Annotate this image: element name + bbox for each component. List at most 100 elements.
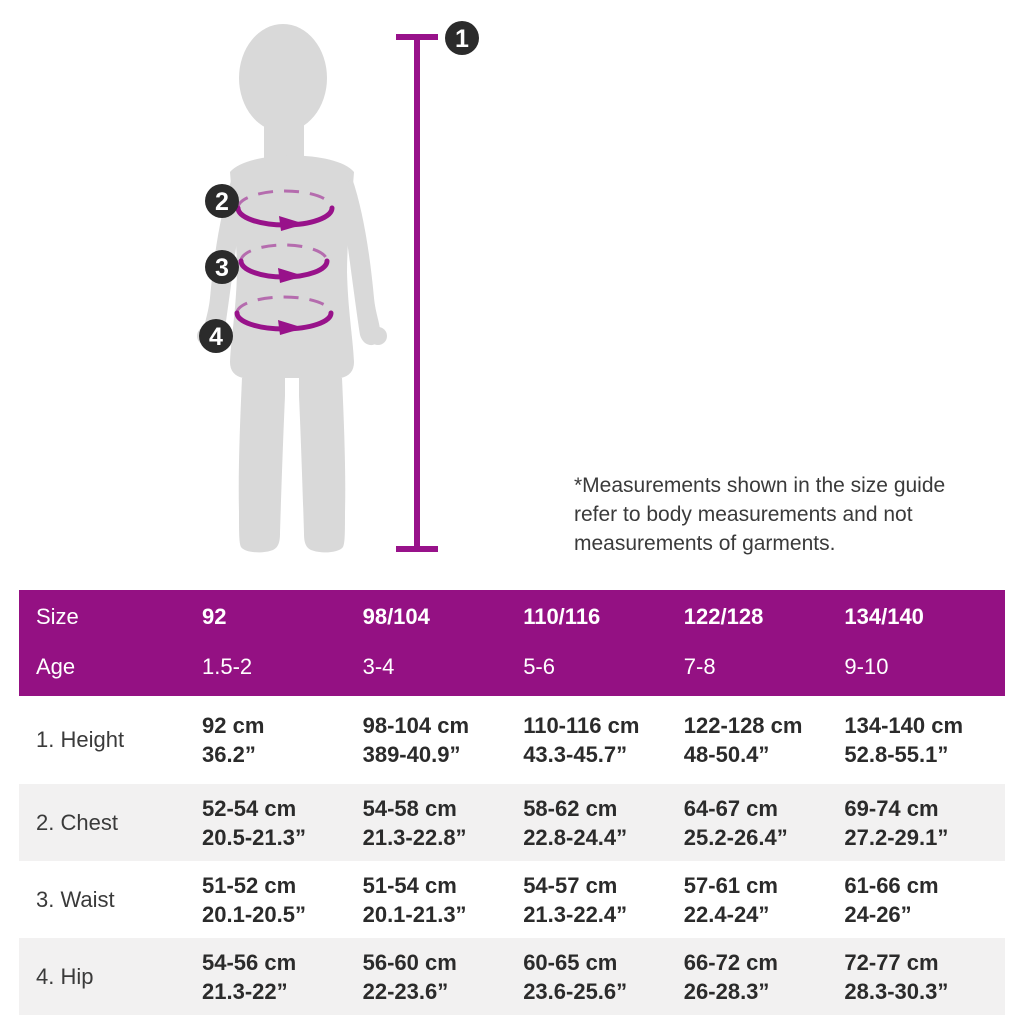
cell-inches: 20.1-21.3”: [362, 901, 467, 927]
header-size-value: 92: [202, 604, 227, 629]
header-age-value: 5-6: [523, 654, 555, 679]
header-size-row: Size 92 98/104 110/116 122/128 134/140: [19, 592, 1005, 642]
cell-inches: 22-23.6”: [362, 978, 449, 1004]
cell-cm: 57-61 cm: [683, 872, 778, 898]
row-label: 2. Chest: [36, 809, 118, 835]
row-label: 3. Waist: [36, 886, 115, 912]
cell-cm: 134-140 cm: [844, 713, 964, 738]
cell-inches: 36.2”: [202, 742, 256, 767]
header-age-value: 9-10: [844, 654, 889, 679]
cell-inches: 20.5-21.3”: [202, 824, 306, 850]
cell-cm: 51-52 cm: [202, 872, 297, 898]
header-size-value: 122/128: [683, 604, 764, 629]
cell-inches: 28.3-30.3”: [844, 978, 949, 1004]
table-row-chest: 2. Chest 52-54 cm 20.5-21.3” 54-58 cm 21…: [19, 784, 1005, 861]
cell-cm: 56-60 cm: [362, 949, 457, 975]
svg-text:1: 1: [455, 25, 469, 53]
measurement-cell: 69-74 cm 27.2-29.1”: [844, 794, 1005, 852]
table-row-hip: 4. Hip 54-56 cm 21.3-22” 56-60 cm 22-23.…: [19, 938, 1005, 1015]
hip-girth-ellipse: [234, 295, 334, 335]
row-label: 4. Hip: [36, 963, 94, 989]
cell-cm: 51-54 cm: [362, 872, 457, 898]
header-age-value: 3-4: [362, 654, 395, 679]
svg-text:3: 3: [215, 254, 229, 282]
header-size-label: Size: [36, 604, 79, 629]
cell-cm: 66-72 cm: [683, 949, 778, 975]
table-row-height: 1. Height 92 cm 36.2” 98-104 cm 389-40.9…: [19, 696, 1005, 784]
svg-text:4: 4: [209, 323, 223, 351]
cell-cm: 52-54 cm: [202, 795, 297, 821]
cell-inches: 20.1-20.5”: [202, 901, 306, 927]
marker-badge-hip: 4: [199, 319, 233, 353]
row-label: 1. Height: [36, 727, 125, 752]
cell-cm: 72-77 cm: [844, 949, 939, 975]
cell-inches: 21.3-22.4”: [523, 901, 628, 927]
table-header: Size 92 98/104 110/116 122/128 134/140 A…: [19, 590, 1005, 696]
measurement-cell: 60-65 cm 23.6-25.6”: [523, 948, 684, 1006]
cell-inches: 23.6-25.6”: [523, 978, 628, 1004]
svg-text:2: 2: [215, 188, 229, 216]
cell-inches: 21.3-22.8”: [362, 824, 467, 850]
cell-cm: 110-116 cm: [523, 713, 640, 738]
measurement-cell: 61-66 cm 24-26”: [844, 871, 1005, 929]
cell-cm: 60-65 cm: [523, 949, 618, 975]
cell-cm: 54-58 cm: [362, 795, 457, 821]
marker-badge-waist: 3: [205, 250, 239, 284]
measurement-cell: 56-60 cm 22-23.6”: [363, 948, 524, 1006]
measurement-cell: 134-140 cm 52.8-55.1”: [844, 711, 1005, 769]
measurement-cell: 64-67 cm 25.2-26.4”: [684, 794, 845, 852]
header-size-value: 134/140: [844, 604, 924, 629]
cell-inches: 48-50.4”: [683, 742, 770, 767]
cell-inches: 22.4-24”: [683, 901, 770, 927]
cell-inches: 52.8-55.1”: [844, 742, 949, 767]
measurement-cell: 51-52 cm 20.1-20.5”: [202, 871, 363, 929]
header-size-value: 110/116: [523, 604, 601, 629]
measurement-cell: 52-54 cm 20.5-21.3”: [202, 794, 363, 852]
header-age-label: Age: [36, 654, 76, 679]
cell-inches: 24-26”: [844, 901, 912, 927]
measurement-cell: 72-77 cm 28.3-30.3”: [844, 948, 1005, 1006]
measurement-cell: 51-54 cm 20.1-21.3”: [363, 871, 524, 929]
header-age-value: 1.5-2: [202, 654, 253, 679]
cell-cm: 122-128 cm: [683, 713, 803, 738]
measurement-cell: 54-58 cm 21.3-22.8”: [363, 794, 524, 852]
diagram-svg: 1 2 3 4: [197, 21, 479, 553]
measurement-cell: 54-57 cm 21.3-22.4”: [523, 871, 684, 929]
cell-cm: 54-56 cm: [202, 949, 297, 975]
cell-cm: 69-74 cm: [844, 795, 939, 821]
cell-inches: 21.3-22”: [202, 978, 288, 1004]
table-row-waist: 3. Waist 51-52 cm 20.1-20.5” 51-54 cm 20…: [19, 861, 1005, 938]
size-table: Size 92 98/104 110/116 122/128 134/140 A…: [19, 590, 1005, 1015]
measurement-cell: 122-128 cm 48-50.4”: [684, 711, 845, 769]
measurement-note: *Measurements shown in the size guide re…: [574, 474, 946, 555]
header-size-value: 98/104: [362, 604, 430, 629]
cell-inches: 25.2-26.4”: [683, 824, 788, 850]
measurement-cell: 98-104 cm 389-40.9”: [363, 711, 524, 769]
cell-cm: 61-66 cm: [844, 872, 939, 898]
marker-badge-height: 1: [445, 21, 479, 55]
cell-inches: 27.2-29.1”: [844, 824, 949, 850]
measurement-cell: 54-56 cm 21.3-22”: [202, 948, 363, 1006]
cell-inches: 22.8-24.4”: [523, 824, 628, 850]
cell-cm: 64-67 cm: [683, 795, 778, 821]
marker-badge-chest: 2: [205, 184, 239, 218]
measurement-cell: 57-61 cm 22.4-24”: [684, 871, 845, 929]
header-age-value: 7-8: [683, 654, 716, 679]
cell-cm: 58-62 cm: [523, 795, 618, 821]
cell-cm: 92 cm: [202, 713, 265, 738]
header-age-row: Age 1.5-2 3-4 5-6 7-8 9-10: [19, 642, 1005, 692]
measurement-cell: 58-62 cm 22.8-24.4”: [523, 794, 684, 852]
measurement-cell: 66-72 cm 26-28.3”: [684, 948, 845, 1006]
cell-inches: 26-28.3”: [683, 978, 770, 1004]
waist-girth-ellipse: [238, 243, 330, 283]
measurement-diagram: 1 2 3 4 *Measurements shown in the size …: [197, 21, 946, 555]
chest-girth-ellipse: [235, 189, 335, 231]
cell-cm: 54-57 cm: [523, 872, 618, 898]
child-silhouette-icon: [197, 24, 387, 553]
cell-inches: 389-40.9”: [362, 742, 461, 767]
height-measure-line: [396, 34, 438, 552]
measurement-cell: 110-116 cm 43.3-45.7”: [523, 711, 684, 769]
cell-inches: 43.3-45.7”: [523, 742, 628, 767]
measurement-cell: 92 cm 36.2”: [202, 711, 363, 769]
